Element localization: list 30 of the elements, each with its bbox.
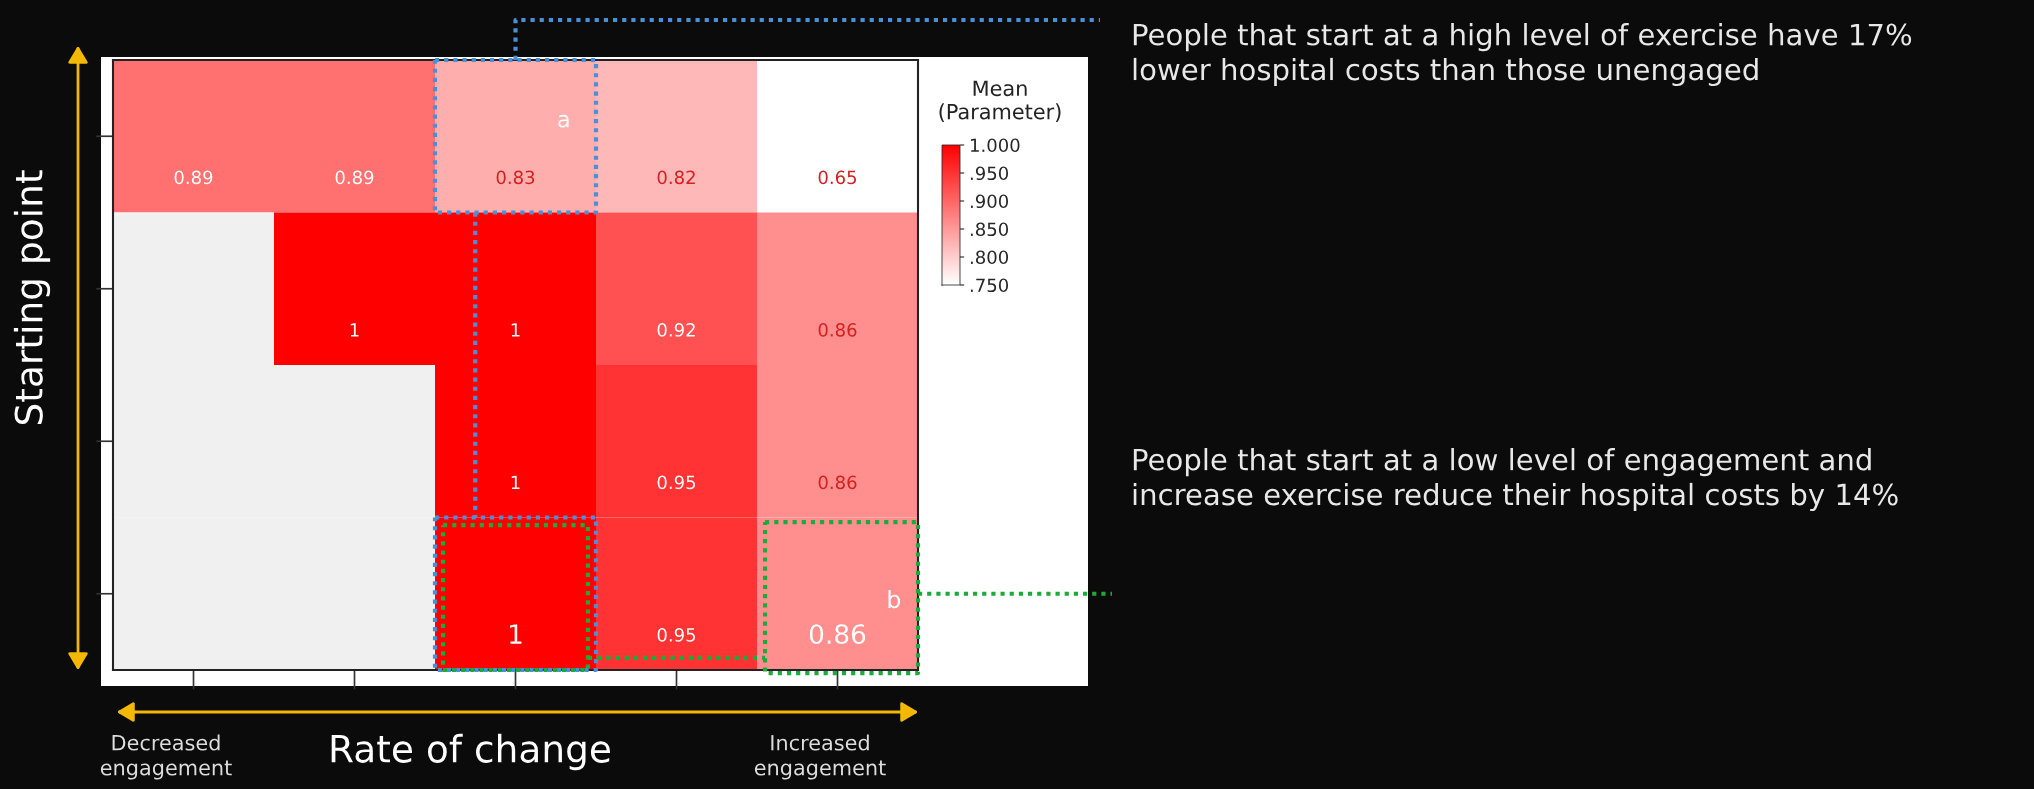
data-label: 0.86 — [818, 475, 857, 490]
color-bar-label: .750 — [970, 278, 1009, 293]
text: People that start at a low level of engagement and increase exercise reduce their hospital costs by 14% — [1133, 448, 1898, 512]
data-label: 0.89 — [335, 170, 374, 185]
annotation: a — [558, 114, 569, 128]
color-bar-label: 1.000 — [971, 138, 1020, 153]
color-bar-label: .900 — [970, 194, 1009, 209]
data-label: 0.83 — [496, 170, 535, 185]
data-label: 0.92 — [657, 323, 695, 337]
y-axis-title: Starting point — [13, 170, 51, 425]
text: People that start at a high level of exercise have 17% lower hospital costs than those unengaged — [1133, 23, 1912, 87]
data-label: 1 — [510, 624, 522, 644]
data-label: 0.86 — [809, 624, 866, 645]
color-bar-label: .950 — [970, 166, 1009, 181]
data-label: 1 — [511, 475, 520, 489]
data-label: 0.65 — [818, 170, 857, 185]
color-bar-label: .850 — [970, 222, 1009, 237]
color-bar-label: .800 — [970, 250, 1009, 265]
text: Decreased engagement — [100, 734, 232, 780]
x-axis-title: Rate of change — [331, 733, 610, 771]
color-bar-title: Mean (Parameter) — [939, 80, 1061, 122]
data-label: 0.86 — [818, 323, 857, 337]
data-label: 0.82 — [657, 170, 695, 185]
annotation: b — [888, 589, 901, 609]
data-label: 0.95 — [657, 628, 696, 642]
data-label: 0.89 — [174, 170, 213, 185]
data-label: 1 — [350, 323, 359, 337]
data-label: 1 — [511, 323, 520, 337]
data-label: 0.95 — [657, 475, 696, 490]
text: Increased engagement — [754, 734, 886, 780]
